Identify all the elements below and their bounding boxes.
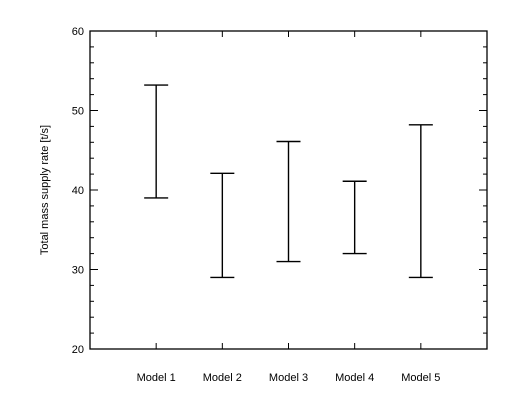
y-axis-label: Total mass supply rate [t/s] xyxy=(39,125,51,255)
y-tick-label: 40 xyxy=(72,185,84,197)
range-bar-2 xyxy=(210,31,235,349)
x-axis-category-labels: Model 1 Model 2 Model 3 Model 4 Model 5 xyxy=(137,372,441,384)
range-bar-5 xyxy=(408,31,433,349)
x-category-label: Model 2 xyxy=(203,372,242,384)
x-category-label: Model 3 xyxy=(269,372,308,384)
range-bar-4 xyxy=(342,31,367,349)
range-bars xyxy=(144,31,433,349)
y-tick-label: 20 xyxy=(72,344,84,356)
x-category-label: Model 1 xyxy=(137,372,176,384)
range-bar-1 xyxy=(144,31,169,349)
x-category-label: Model 5 xyxy=(401,372,440,384)
y-axis-ticks: 20 30 40 50 60 xyxy=(72,26,487,356)
x-category-label: Model 4 xyxy=(335,372,374,384)
y-tick-label: 50 xyxy=(72,106,84,118)
range-bar-3 xyxy=(276,31,301,349)
y-tick-label: 60 xyxy=(72,26,84,38)
y-tick-label: 30 xyxy=(72,265,84,277)
